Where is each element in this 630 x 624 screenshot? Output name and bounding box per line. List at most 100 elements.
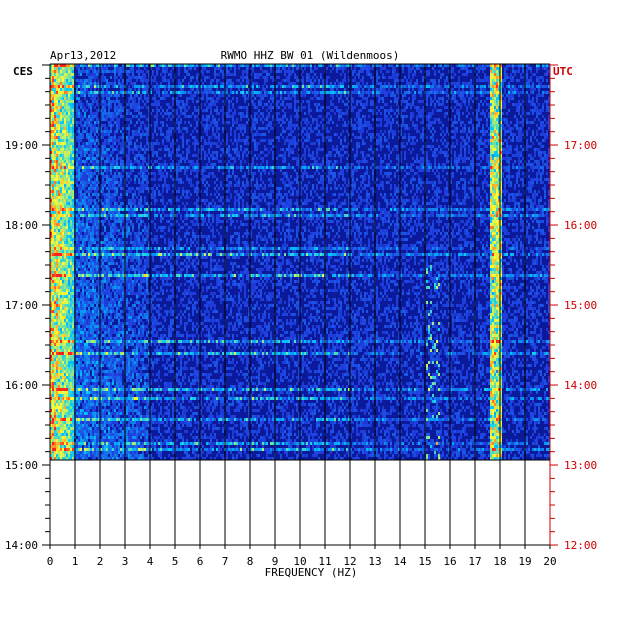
heatmap-cell xyxy=(94,85,96,88)
heatmap-cell xyxy=(148,73,150,76)
heatmap-cell xyxy=(110,106,112,109)
heatmap-cell xyxy=(192,100,194,103)
heatmap-cell xyxy=(80,79,82,82)
heatmap-cell xyxy=(436,118,438,121)
heatmap-cell xyxy=(282,115,284,118)
heatmap-cell xyxy=(144,85,146,88)
heatmap-cell xyxy=(246,79,248,82)
heatmap-cell xyxy=(398,157,400,160)
heatmap-cell xyxy=(290,82,292,85)
heatmap-cell xyxy=(188,115,190,118)
heatmap-cell xyxy=(248,88,250,91)
heatmap-cell xyxy=(242,154,244,157)
heatmap-cell xyxy=(90,79,92,82)
heatmap-cell xyxy=(178,166,180,169)
heatmap-cell xyxy=(226,139,228,142)
heatmap-cell xyxy=(210,103,212,106)
heatmap-cell xyxy=(392,64,394,67)
heatmap-cell xyxy=(248,118,250,121)
heatmap-cell xyxy=(72,145,74,148)
heatmap-cell xyxy=(262,76,264,79)
heatmap-cell xyxy=(350,91,352,94)
heatmap-cell xyxy=(194,85,196,88)
heatmap-cell xyxy=(330,154,332,157)
heatmap-cell xyxy=(544,85,546,88)
heatmap-cell xyxy=(146,64,148,67)
heatmap-cell xyxy=(478,142,480,145)
heatmap-cell xyxy=(476,91,478,94)
heatmap-cell xyxy=(284,166,286,169)
heatmap-cell xyxy=(272,166,274,169)
heatmap-cell xyxy=(82,79,84,82)
heatmap-cell xyxy=(76,136,78,139)
heatmap-cell xyxy=(108,148,110,151)
heatmap-cell xyxy=(330,127,332,130)
heatmap-cell xyxy=(106,103,108,106)
heatmap-cell xyxy=(462,127,464,130)
heatmap-cell xyxy=(86,124,88,127)
heatmap-cell xyxy=(220,82,222,85)
heatmap-cell xyxy=(80,88,82,91)
heatmap-cell xyxy=(320,64,322,67)
heatmap-cell xyxy=(352,100,354,103)
heatmap-cell xyxy=(266,154,268,157)
heatmap-cell xyxy=(96,157,98,160)
heatmap-cell xyxy=(492,133,494,136)
heatmap-cell xyxy=(208,88,210,91)
heatmap-cell xyxy=(256,85,258,88)
heatmap-cell xyxy=(522,148,524,151)
heatmap-cell xyxy=(116,109,118,112)
heatmap-cell xyxy=(258,73,260,76)
heatmap-cell xyxy=(244,85,246,88)
heatmap-cell xyxy=(538,151,540,154)
heatmap-cell xyxy=(204,154,206,157)
heatmap-cell xyxy=(146,88,148,91)
heatmap-cell xyxy=(434,160,436,163)
heatmap-cell xyxy=(516,91,518,94)
heatmap-cell xyxy=(318,109,320,112)
heatmap-cell xyxy=(448,85,450,88)
heatmap-cell xyxy=(478,79,480,82)
heatmap-cell xyxy=(488,133,490,136)
heatmap-cell xyxy=(448,97,450,100)
heatmap-cell xyxy=(162,70,164,73)
heatmap-cell xyxy=(454,73,456,76)
heatmap-cell xyxy=(260,103,262,106)
heatmap-cell xyxy=(358,142,360,145)
heatmap-cell xyxy=(360,166,362,169)
heatmap-cell xyxy=(170,142,172,145)
heatmap-cell xyxy=(482,142,484,145)
heatmap-cell xyxy=(542,64,544,67)
heatmap-cell xyxy=(492,160,494,163)
heatmap-cell xyxy=(446,91,448,94)
heatmap-cell xyxy=(258,91,260,94)
heatmap-cell xyxy=(510,97,512,100)
heatmap-cell xyxy=(484,64,486,67)
heatmap-cell xyxy=(360,94,362,97)
heatmap-cell xyxy=(154,76,156,79)
heatmap-cell xyxy=(152,151,154,154)
heatmap-cell xyxy=(250,97,252,100)
heatmap-cell xyxy=(380,166,382,169)
heatmap-cell xyxy=(420,94,422,97)
heatmap-cell xyxy=(128,133,130,136)
heatmap-cell xyxy=(426,136,428,139)
heatmap-cell xyxy=(402,142,404,145)
heatmap-cell xyxy=(138,166,140,169)
heatmap-cell xyxy=(270,166,272,169)
heatmap-cell xyxy=(530,100,532,103)
heatmap-cell xyxy=(430,115,432,118)
heatmap-cell xyxy=(120,160,122,163)
heatmap-cell xyxy=(78,115,80,118)
heatmap-cell xyxy=(150,103,152,106)
heatmap-cell xyxy=(438,103,440,106)
heatmap-cell xyxy=(444,64,446,67)
heatmap-cell xyxy=(104,103,106,106)
heatmap-cell xyxy=(426,94,428,97)
heatmap-cell xyxy=(58,67,60,70)
heatmap-cell xyxy=(498,103,500,106)
heatmap-cell xyxy=(256,133,258,136)
heatmap-cell xyxy=(146,91,148,94)
heatmap-cell xyxy=(494,142,496,145)
heatmap-cell xyxy=(500,82,502,85)
